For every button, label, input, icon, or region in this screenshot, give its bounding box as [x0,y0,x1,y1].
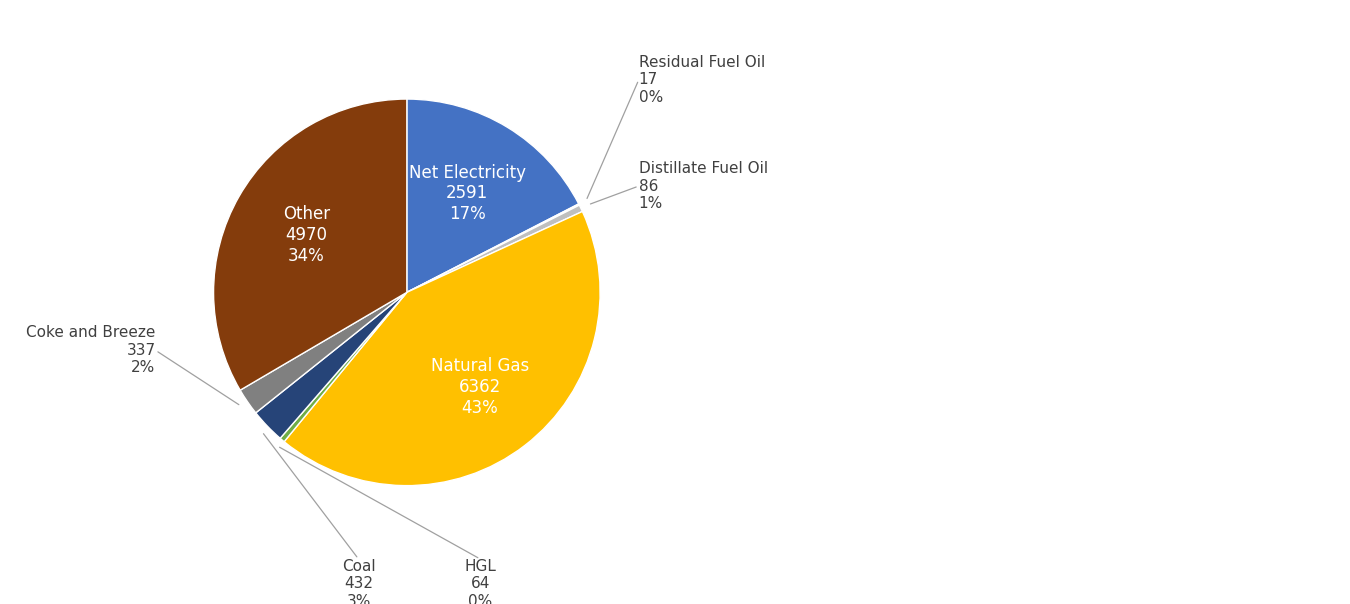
Wedge shape [240,292,406,413]
Text: HGL
64
0%: HGL 64 0% [464,559,497,604]
Text: Coke and Breeze
337
2%: Coke and Breeze 337 2% [26,326,155,375]
Text: Coal
432
3%: Coal 432 3% [342,559,375,604]
Wedge shape [213,99,406,390]
Wedge shape [406,99,579,292]
Wedge shape [406,204,579,292]
Text: Natural Gas
6362
43%: Natural Gas 6362 43% [431,358,529,417]
Text: Net Electricity
2591
17%: Net Electricity 2591 17% [409,164,525,223]
Wedge shape [284,211,601,486]
Wedge shape [281,292,406,442]
Text: Distillate Fuel Oil
86
1%: Distillate Fuel Oil 86 1% [639,161,768,211]
Text: Other
4970
34%: Other 4970 34% [282,205,329,265]
Text: Residual Fuel Oil
17
0%: Residual Fuel Oil 17 0% [639,55,765,104]
Wedge shape [406,205,582,292]
Wedge shape [255,292,406,439]
